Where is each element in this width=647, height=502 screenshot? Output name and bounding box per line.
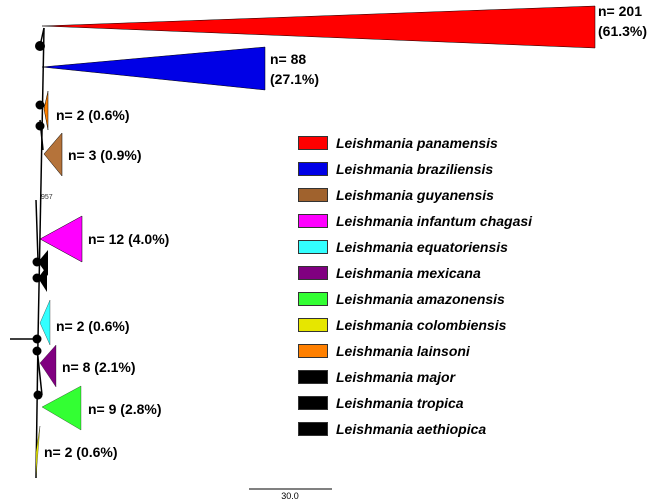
clade-amazonensis-triangle xyxy=(41,385,82,431)
tree-nodes xyxy=(32,41,45,400)
legend-item: Leishmania amazonensis xyxy=(298,286,628,312)
legend-item: Leishmania major xyxy=(298,364,628,390)
species-legend: Leishmania panamensis Leishmania brazili… xyxy=(298,130,628,442)
legend-label: Leishmania tropica xyxy=(336,395,464,411)
clade-colombiensis-triangle xyxy=(35,425,41,479)
clade-panamensis-triangle xyxy=(41,5,596,49)
legend-item: Leishmania colombiensis xyxy=(298,312,628,338)
legend-swatch xyxy=(298,396,328,410)
legend-swatch xyxy=(298,188,328,202)
legend-label: Leishmania panamensis xyxy=(336,135,498,151)
legend-swatch xyxy=(298,214,328,228)
legend-swatch xyxy=(298,240,328,254)
legend-label: Leishmania braziliensis xyxy=(336,161,494,177)
legend-swatch xyxy=(298,422,328,436)
node xyxy=(32,257,42,267)
legend-label: Leishmania equatoriensis xyxy=(336,239,508,255)
node xyxy=(35,41,45,51)
legend-swatch xyxy=(298,344,328,358)
legend-label: Leishmania major xyxy=(336,369,456,385)
node xyxy=(32,334,42,344)
tree-branches xyxy=(10,27,45,479)
legend-item: Leishmania mexicana xyxy=(298,260,628,286)
clade-count-label: n= 9 (2.8%) xyxy=(88,401,162,417)
node xyxy=(35,100,45,110)
legend-item: Leishmania infantum chagasi xyxy=(298,208,628,234)
clade-count-label: n= 12 (4.0%) xyxy=(88,231,169,247)
scale-bar-label: 30.0 xyxy=(281,491,299,501)
clade-count-label: n= 2 (0.6%) xyxy=(56,318,130,334)
clade-equatoriensis-triangle xyxy=(39,299,51,346)
clade-guyanensis-triangle xyxy=(43,132,63,177)
legend-label: Leishmania aethiopica xyxy=(336,421,487,437)
clade-count-label: n= 3 (0.9%) xyxy=(68,147,142,163)
legend-label: Leishmania mexicana xyxy=(336,265,481,281)
clade-lainsoni-triangle xyxy=(43,90,49,131)
clade-count-label: (61.3%) xyxy=(598,23,647,39)
clade-tropica-triangle xyxy=(38,266,47,292)
branch-mid xyxy=(35,199,39,261)
node xyxy=(32,346,42,356)
legend-swatch xyxy=(298,136,328,150)
node xyxy=(33,390,43,400)
legend-item: Leishmania panamensis xyxy=(298,130,628,156)
branch-lower-mid xyxy=(36,347,43,396)
legend-swatch xyxy=(298,266,328,280)
legend-item: Leishmania guyanensis xyxy=(298,182,628,208)
legend-item: Leishmania equatoriensis xyxy=(298,234,628,260)
clade-count-label: n= 2 (0.6%) xyxy=(56,107,130,123)
backbone-upper xyxy=(37,27,45,340)
legend-label: Leishmania lainsoni xyxy=(336,343,470,359)
clade-count-label: n= 8 (2.1%) xyxy=(62,359,136,375)
legend-swatch xyxy=(298,162,328,176)
legend-swatch xyxy=(298,318,328,332)
node-support-label: 957 xyxy=(41,194,53,201)
clade-mexicana-triangle xyxy=(39,344,57,388)
clade-count-label: n= 2 (0.6%) xyxy=(44,444,118,460)
clade-count-label: (27.1%) xyxy=(270,71,319,87)
legend-label: Leishmania guyanensis xyxy=(336,187,494,203)
legend-item: Leishmania braziliensis xyxy=(298,156,628,182)
node xyxy=(35,121,45,131)
legend-swatch xyxy=(298,292,328,306)
clade-count-label: n= 88 xyxy=(270,51,306,67)
clade-infantum-triangle xyxy=(39,215,83,263)
legend-swatch xyxy=(298,370,328,384)
legend-item: Leishmania lainsoni xyxy=(298,338,628,364)
legend-label: Leishmania colombiensis xyxy=(336,317,507,333)
legend-item: Leishmania tropica xyxy=(298,390,628,416)
legend-label: Leishmania infantum chagasi xyxy=(336,213,533,229)
legend-item: Leishmania aethiopica xyxy=(298,416,628,442)
node xyxy=(32,273,42,283)
legend-label: Leishmania amazonensis xyxy=(336,291,505,307)
clade-count-label: n= 201 xyxy=(598,3,642,19)
clade-braziliensis-triangle xyxy=(41,46,266,91)
